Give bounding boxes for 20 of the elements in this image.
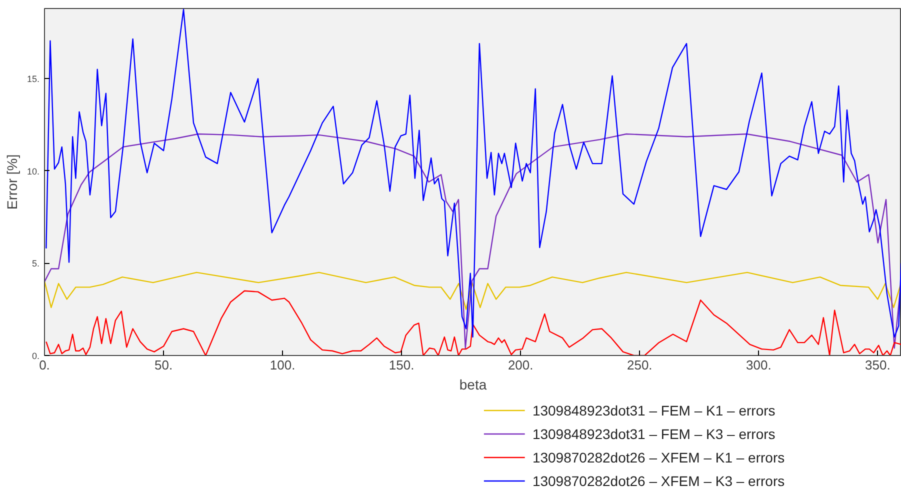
line-series	[44, 133, 901, 349]
legend-label: 1309848923dot31 – FEM – K3 – errors	[532, 426, 776, 442]
legend-label: 1309870282dot26 – XFEM – K1 – errors	[532, 450, 785, 466]
x-tick-label: 100.	[270, 358, 296, 372]
y-tick-label: 15.	[26, 74, 40, 84]
line-series	[44, 272, 901, 310]
legend-label: 1309870282dot26 – XFEM – K3 – errors	[532, 473, 785, 489]
x-tick-label: 250.	[626, 358, 652, 372]
y-tick-label: 10.	[26, 166, 40, 176]
x-axis-title: beta	[459, 376, 487, 392]
x-tick-label: 50.	[154, 358, 173, 372]
y-tick-label: 5.	[32, 258, 40, 269]
x-tick-label: 300.	[746, 358, 772, 372]
x-tick-label: 200.	[508, 358, 534, 372]
y-tick-label: 0.	[32, 351, 40, 361]
x-tick-label: 350.	[865, 358, 890, 372]
y-axis-title: Error [%]	[4, 154, 20, 210]
legend-label: 1309848923dot31 – FEM – K1 – errors	[532, 402, 776, 418]
x-tick-label: 150.	[388, 358, 414, 372]
line-series	[46, 8, 901, 338]
